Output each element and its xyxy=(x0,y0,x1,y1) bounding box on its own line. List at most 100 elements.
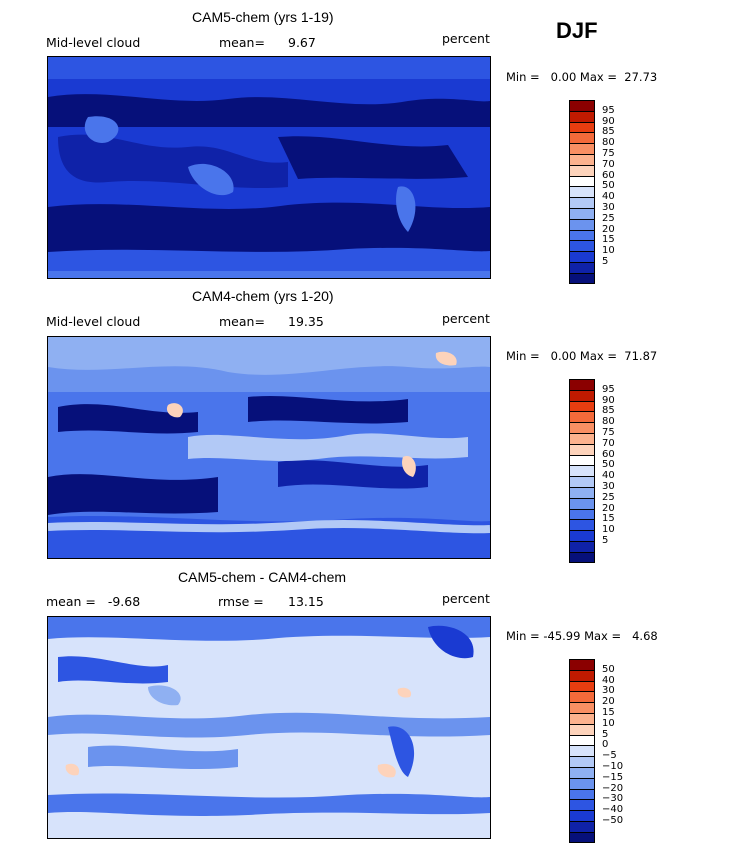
colorbar-swatch xyxy=(569,143,595,154)
colorbar-swatch xyxy=(569,680,595,692)
colorbar-swatch xyxy=(569,756,595,767)
colorbar-swatch xyxy=(569,389,595,401)
colorbar-tick-label: −10 xyxy=(602,761,624,772)
panel2-colorbar-boxes xyxy=(569,379,595,563)
colorbar-tick-label: 10 xyxy=(602,245,615,257)
colorbar-tick-label: 15 xyxy=(602,513,615,525)
colorbar-tick-label: 70 xyxy=(602,437,615,449)
panel1-mean-label: mean= xyxy=(219,35,265,50)
colorbar-tick-label: 5 xyxy=(602,728,609,740)
colorbar-tick-label: 10 xyxy=(602,717,615,729)
panel3-colorbar: 50 40 30 20 15 10 5 0 −5 −10 −15 −20 −30 −40 −50 xyxy=(569,659,623,843)
colorbar-tick-label: 25 xyxy=(602,212,615,224)
colorbar-swatch xyxy=(569,422,595,433)
colorbar-swatch xyxy=(569,251,595,262)
colorbar-swatch xyxy=(569,443,595,455)
colorbar-swatch xyxy=(569,207,595,219)
colorbar-swatch xyxy=(569,175,595,187)
panel2-mean-label: mean= xyxy=(219,314,265,329)
panel2-title: CAM4-chem (yrs 1-20) xyxy=(192,288,334,304)
colorbar-tick-label: −50 xyxy=(602,815,624,826)
colorbar-tick-label: 30 xyxy=(602,481,615,492)
colorbar-swatch xyxy=(569,218,595,230)
colorbar-tick-label: 30 xyxy=(602,202,615,213)
colorbar-tick-label: 25 xyxy=(602,491,615,503)
panel1-minmax: Min = 0.00 Max = 27.73 xyxy=(506,70,658,84)
panel1-title: CAM5-chem (yrs 1-19) xyxy=(192,9,334,25)
colorbar-tick-label: 40 xyxy=(602,674,615,686)
colorbar-swatch xyxy=(569,100,595,111)
panel2-map xyxy=(47,336,491,559)
colorbar-swatch xyxy=(569,799,595,811)
panel3-rmse-value: 13.15 xyxy=(288,594,324,609)
colorbar-swatch xyxy=(569,476,595,487)
colorbar-swatch xyxy=(569,788,595,800)
colorbar-swatch xyxy=(569,400,595,412)
panel1-units: percent xyxy=(442,31,490,46)
panel3-colorbar-boxes xyxy=(569,659,595,843)
panel2-mean-value: 19.35 xyxy=(288,314,324,329)
colorbar-swatch xyxy=(569,153,595,165)
colorbar-tick-label: 20 xyxy=(602,696,615,708)
colorbar-tick-label: 10 xyxy=(602,524,615,536)
colorbar-tick-label: 80 xyxy=(602,416,615,428)
colorbar-tick-label: 50 xyxy=(602,180,615,192)
colorbar-swatch xyxy=(569,508,595,520)
colorbar-tick-label: 80 xyxy=(602,137,615,149)
colorbar-swatch xyxy=(569,820,595,832)
colorbar-tick-label: 85 xyxy=(602,126,615,138)
panel3-rmse-label: rmse = xyxy=(218,594,264,609)
colorbar-tick-label: 40 xyxy=(602,470,615,482)
colorbar-tick-label: −40 xyxy=(602,804,624,816)
colorbar-swatch xyxy=(569,132,595,144)
panel2-minmax: Min = 0.00 Max = 71.87 xyxy=(506,349,658,363)
colorbar-tick-label: 5 xyxy=(602,535,609,546)
colorbar-swatch xyxy=(569,530,595,541)
colorbar-tick-label: 60 xyxy=(602,169,615,181)
colorbar-swatch xyxy=(569,465,595,477)
colorbar-swatch xyxy=(569,723,595,735)
colorbar-swatch xyxy=(569,379,595,390)
colorbar-tick-label: 0 xyxy=(602,739,609,751)
colorbar-swatch xyxy=(569,712,595,724)
colorbar-tick-label: 95 xyxy=(602,383,615,395)
panel2-units: percent xyxy=(442,311,490,326)
colorbar-tick-label: −15 xyxy=(602,771,624,783)
colorbar-tick-label: 75 xyxy=(602,148,615,159)
colorbar-swatch xyxy=(569,454,595,466)
colorbar-swatch xyxy=(569,551,595,563)
colorbar-swatch xyxy=(569,745,595,757)
colorbar-swatch xyxy=(569,766,595,778)
colorbar-tick-label: 90 xyxy=(602,115,615,127)
colorbar-swatch xyxy=(569,240,595,252)
colorbar-swatch xyxy=(569,831,595,843)
colorbar-swatch xyxy=(569,486,595,498)
colorbar-swatch xyxy=(569,121,595,133)
colorbar-swatch xyxy=(569,272,595,284)
colorbar-tick-label: 20 xyxy=(602,223,615,235)
colorbar-tick-label: 75 xyxy=(602,427,615,438)
colorbar-swatch xyxy=(569,497,595,509)
colorbar-swatch xyxy=(569,186,595,198)
panel3-map xyxy=(47,616,491,839)
colorbar-tick-label: −30 xyxy=(602,793,624,805)
colorbar-swatch xyxy=(569,540,595,552)
colorbar-tick-label: 60 xyxy=(602,448,615,460)
colorbar-tick-label: 95 xyxy=(602,104,615,116)
colorbar-swatch xyxy=(569,432,595,444)
colorbar-swatch xyxy=(569,197,595,208)
panel3-title: CAM5-chem - CAM4-chem xyxy=(178,569,347,585)
colorbar-swatch xyxy=(569,702,595,713)
colorbar-tick-label: 15 xyxy=(602,707,615,718)
colorbar-tick-label: 5 xyxy=(602,256,609,267)
panel1-mean-value: 9.67 xyxy=(288,35,316,50)
panel1-variable-label: Mid-level cloud xyxy=(46,35,141,50)
panel3-mean-label: mean = -9.68 xyxy=(46,594,141,609)
colorbar-tick-label: 40 xyxy=(602,191,615,203)
colorbar-tick-label: 30 xyxy=(602,685,615,697)
colorbar-swatch xyxy=(569,777,595,789)
colorbar-tick-label: 50 xyxy=(602,663,615,675)
colorbar-swatch xyxy=(569,691,595,703)
colorbar-swatch xyxy=(569,734,595,746)
colorbar-swatch xyxy=(569,261,595,273)
